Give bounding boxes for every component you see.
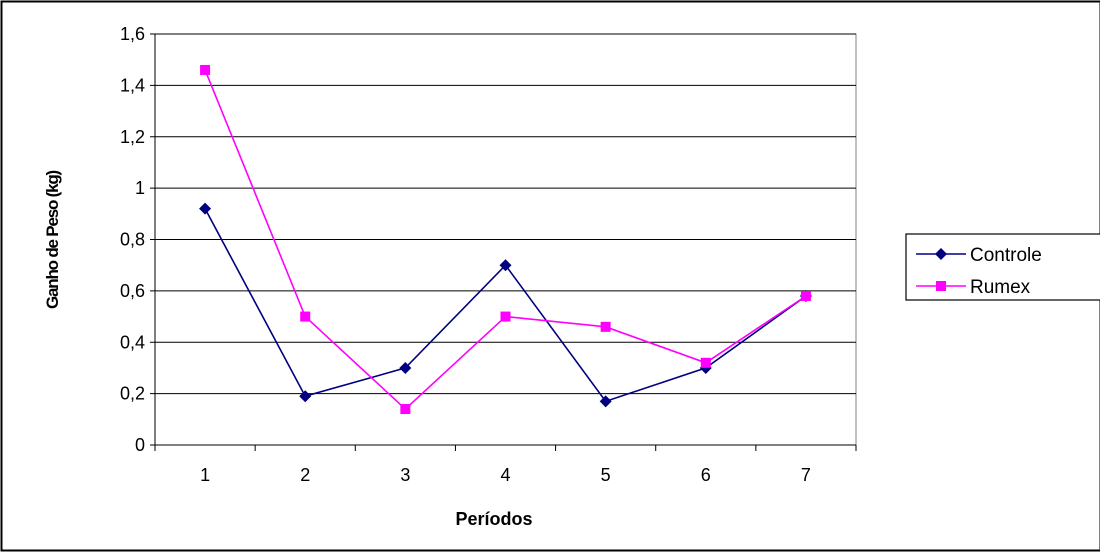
data-point-rumex: [200, 65, 210, 75]
y-tick-label: 1: [135, 178, 145, 198]
data-point-rumex: [801, 291, 811, 301]
x-tick-label: 2: [300, 465, 310, 485]
legend: Controle Rumex: [906, 234, 1100, 300]
y-tick-label: 1,4: [120, 75, 145, 95]
x-tick-label: 7: [801, 465, 811, 485]
x-tick-label: 1: [200, 465, 210, 485]
y-axis-title: Ganho de Peso (kg): [43, 170, 62, 309]
data-point-rumex: [400, 404, 410, 414]
y-tick-label: 1,6: [120, 24, 145, 44]
y-tick-label: 0,8: [120, 230, 145, 250]
legend-label-controle: Controle: [970, 245, 1042, 266]
x-tick-label: 6: [701, 465, 711, 485]
y-tick-label: 0: [135, 435, 145, 455]
x-tick-label: 5: [601, 465, 611, 485]
y-tick-label: 0,2: [120, 384, 145, 404]
data-point-rumex: [701, 358, 711, 368]
data-point-rumex: [501, 312, 511, 322]
y-tick-label: 1,2: [120, 127, 145, 147]
legend-label-rumex: Rumex: [970, 277, 1031, 298]
data-point-rumex: [300, 312, 310, 322]
x-axis-title: Períodos: [455, 509, 532, 529]
data-point-rumex: [601, 322, 611, 332]
y-tick-label: 0,4: [120, 332, 145, 352]
y-tick-label: 0,6: [120, 281, 145, 301]
legend-marker-rumex: [936, 281, 946, 291]
x-tick-label: 3: [400, 465, 410, 485]
x-tick-label: 4: [500, 465, 510, 485]
